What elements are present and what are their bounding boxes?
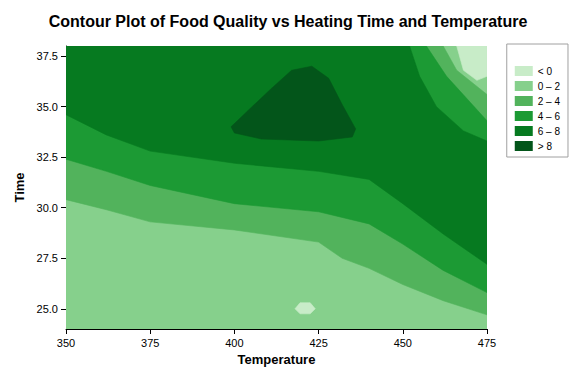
svg-text:0 – 2: 0 – 2 [538, 81, 561, 92]
svg-text:37.5: 37.5 [37, 50, 58, 62]
svg-text:Time: Time [12, 172, 27, 202]
svg-text:2 – 4: 2 – 4 [538, 96, 561, 107]
svg-text:Temperature: Temperature [238, 352, 316, 367]
svg-text:475: 475 [478, 337, 496, 349]
svg-text:350: 350 [57, 337, 75, 349]
svg-text:4 – 6: 4 – 6 [538, 111, 561, 122]
svg-text:400: 400 [225, 337, 243, 349]
svg-text:25.0: 25.0 [37, 303, 58, 315]
svg-text:35.0: 35.0 [37, 101, 58, 113]
svg-text:425: 425 [309, 337, 327, 349]
svg-text:30.0: 30.0 [37, 202, 58, 214]
svg-text:450: 450 [394, 337, 412, 349]
svg-text:Contour Plot of Food Quality v: Contour Plot of Food Quality vs Heating … [49, 13, 528, 30]
svg-text:> 8: > 8 [538, 141, 553, 152]
svg-text:27.5: 27.5 [37, 252, 58, 264]
svg-text:375: 375 [141, 337, 159, 349]
svg-text:32.5: 32.5 [37, 151, 58, 163]
svg-text:< 0: < 0 [538, 66, 553, 77]
svg-text:6 – 8: 6 – 8 [538, 126, 561, 137]
